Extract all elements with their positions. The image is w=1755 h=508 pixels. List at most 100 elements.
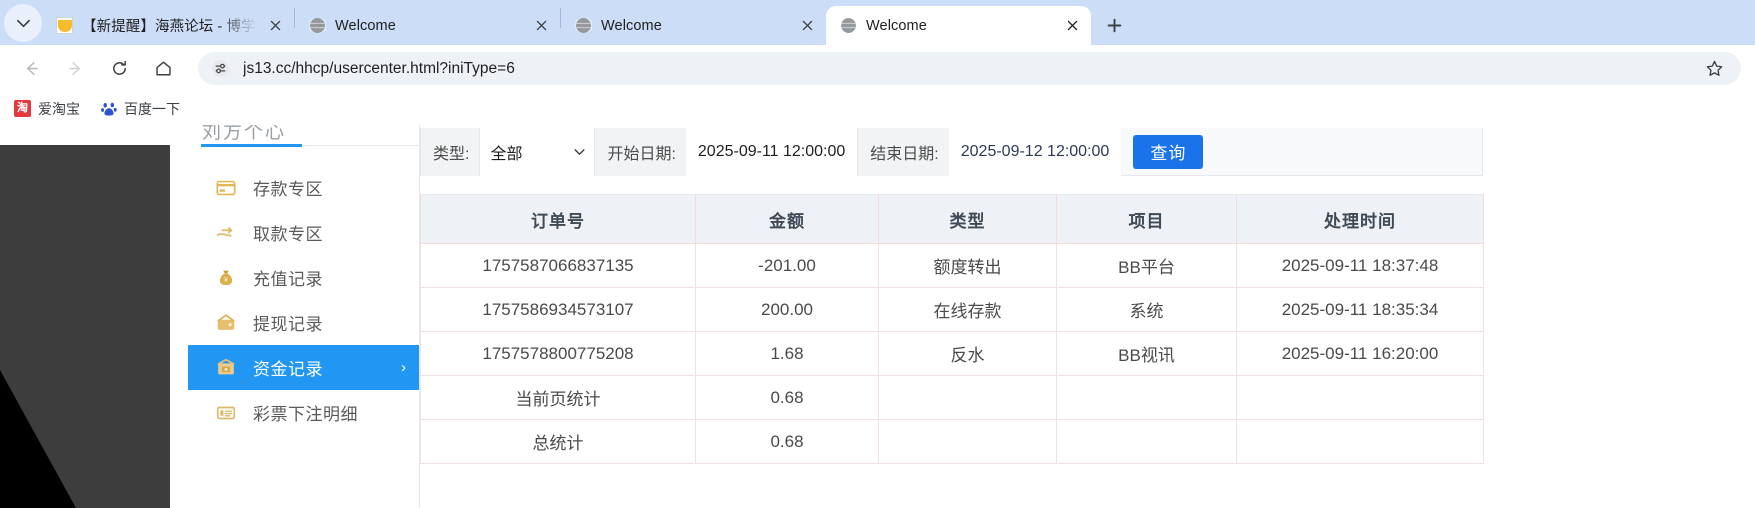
page-left-frame	[0, 145, 190, 508]
cell-item	[1056, 375, 1237, 420]
home-icon	[155, 61, 171, 76]
table-header-row: 订单号 金额 类型 项目 处理时间	[420, 194, 1484, 244]
table-row-page-total: 当前页统计 0.68	[420, 375, 1484, 420]
cell-type: 额度转出	[878, 243, 1057, 288]
type-select-value: 全部	[490, 145, 523, 163]
tab-strip: 【新提醒】海燕论坛 - 博学交流 Welcome	[0, 0, 1755, 45]
tab-search-button[interactable]	[4, 4, 42, 42]
baidu-icon	[100, 100, 117, 117]
tab-title: Welcome	[866, 17, 927, 34]
close-icon	[536, 20, 546, 31]
column-header-amount: 金额	[695, 194, 879, 244]
sidebar-item-label: 充值记录	[253, 270, 323, 289]
close-icon	[1067, 20, 1077, 31]
bookmarks-bar: 淘 爱淘宝 百度一下	[0, 92, 1755, 125]
cell-process-time: 2025-09-11 16:20:00	[1236, 331, 1484, 376]
page-left-frame-shape	[0, 145, 190, 508]
browser-tab-3[interactable]: Welcome	[561, 6, 826, 45]
tab-title: Welcome	[335, 17, 396, 34]
end-date-input[interactable]: 2025-09-12 12:00:00	[948, 127, 1122, 176]
bookmark-taobao[interactable]: 淘 爱淘宝	[6, 95, 88, 123]
cell-order-no: 1757586934573107	[420, 287, 696, 332]
forward-button[interactable]	[58, 52, 92, 86]
sidebar-divider	[201, 145, 419, 146]
home-button[interactable]	[146, 52, 180, 86]
cell-process-time	[1236, 419, 1484, 464]
url-text: js13.cc/hhcp/usercenter.html?iniType=6	[243, 59, 515, 77]
globe-icon	[575, 17, 592, 34]
fund-records-table-wrapper: 订单号 金额 类型 项目 处理时间 1757587066837135 -201.…	[420, 194, 1484, 464]
page-viewport: 刘方个心 存款专区	[0, 125, 1755, 508]
sidebar-item-lottery-bet-details[interactable]: 彩票下注明细	[188, 390, 419, 435]
column-header-item: 项目	[1056, 194, 1237, 244]
list-icon	[214, 401, 237, 424]
site-settings-icon[interactable]	[211, 59, 230, 78]
chevron-right-icon: ›	[401, 359, 406, 376]
cell-type	[878, 419, 1057, 464]
start-date-input[interactable]: 2025-09-11 12:00:00	[685, 127, 858, 176]
cell-item	[1056, 419, 1237, 464]
forward-arrow-icon	[68, 62, 80, 75]
cell-process-time: 2025-09-11 18:37:48	[1236, 243, 1484, 288]
type-filter-label: 类型:	[421, 127, 480, 176]
sidebar-item-label: 提现记录	[253, 315, 323, 334]
type-select[interactable]: 全部	[479, 127, 595, 176]
bookmark-label: 百度一下	[124, 100, 180, 117]
cell-amount: 200.00	[695, 287, 879, 332]
globe-icon	[309, 17, 326, 34]
cell-type: 在线存款	[878, 287, 1057, 332]
browser-tab-1[interactable]: 【新提醒】海燕论坛 - 博学交流	[42, 6, 294, 45]
cell-grand-total-label: 总统计	[420, 419, 696, 464]
browser-tab-4-active[interactable]: Welcome	[826, 6, 1091, 45]
table-row: 1757586934573107 200.00 在线存款 系统 2025-09-…	[420, 287, 1484, 332]
cell-amount: -201.00	[695, 243, 879, 288]
cell-item: BB平台	[1056, 243, 1237, 288]
sidebar-menu: 存款专区 取款专区	[188, 165, 419, 435]
bookmark-star-icon[interactable]	[1701, 56, 1727, 82]
column-header-process-time: 处理时间	[1236, 194, 1484, 244]
sidebar-item-recharge-records[interactable]: ¥ 充值记录	[188, 255, 419, 300]
column-header-order-no: 订单号	[420, 194, 696, 244]
sidebar-item-fund-records[interactable]: 资金记录 ›	[188, 345, 419, 390]
new-tab-button[interactable]	[1097, 8, 1131, 42]
reload-button[interactable]	[102, 52, 136, 86]
end-date-label: 结束日期:	[857, 127, 949, 176]
close-icon	[270, 20, 280, 31]
address-bar[interactable]: js13.cc/hhcp/usercenter.html?iniType=6	[198, 52, 1741, 85]
user-center-sidebar: 刘方个心 存款专区	[170, 125, 420, 508]
table-row-grand-total: 总统计 0.68	[420, 419, 1484, 464]
sidebar-item-withdraw-zone[interactable]: 取款专区	[188, 210, 419, 255]
tab-close-button[interactable]	[528, 13, 554, 39]
start-date-label: 开始日期:	[594, 127, 686, 176]
sidebar-item-withdrawal-records[interactable]: 提现记录	[188, 300, 419, 345]
sidebar-item-deposit-zone[interactable]: 存款专区	[188, 165, 419, 210]
query-button[interactable]: 查询	[1133, 134, 1204, 169]
cell-order-no: 1757578800775208	[420, 331, 696, 376]
cell-amount: 1.68	[695, 331, 879, 376]
back-arrow-icon	[26, 62, 38, 75]
bookmark-label: 爱淘宝	[38, 100, 80, 117]
filter-toolbar: 类型: 全部 开始日期: 2025-09-11 12:00:00 结束日期: 2…	[420, 127, 1483, 176]
close-icon	[802, 20, 812, 31]
cell-type: 反水	[878, 331, 1057, 376]
sidebar-active-underline	[201, 144, 302, 147]
fund-records-panel: 类型: 全部 开始日期: 2025-09-11 12:00:00 结束日期: 2…	[420, 125, 1755, 508]
table-row: 1757587066837135 -201.00 额度转出 BB平台 2025-…	[420, 243, 1484, 288]
wallet-icon	[214, 311, 237, 334]
tab-title: 【新提醒】海燕论坛 - 博学交流	[82, 19, 256, 35]
bookmark-baidu[interactable]: 百度一下	[92, 95, 188, 123]
tab-close-button[interactable]	[262, 13, 288, 39]
cell-item: BB视讯	[1056, 331, 1237, 376]
chevron-down-icon	[574, 148, 586, 155]
sidebar-title: 刘方个心	[202, 125, 287, 143]
tab-close-button[interactable]	[794, 13, 820, 39]
sidebar-item-label: 存款专区	[253, 180, 323, 199]
safe-box-icon	[214, 356, 237, 379]
back-button[interactable]	[14, 52, 48, 86]
sidebar-item-label: 彩票下注明细	[253, 405, 358, 424]
browser-tab-2[interactable]: Welcome	[295, 6, 560, 45]
cell-page-total-amount: 0.68	[695, 375, 879, 420]
cell-item: 系统	[1056, 287, 1237, 332]
cell-grand-total-amount: 0.68	[695, 419, 879, 464]
tab-close-button[interactable]	[1059, 13, 1085, 39]
